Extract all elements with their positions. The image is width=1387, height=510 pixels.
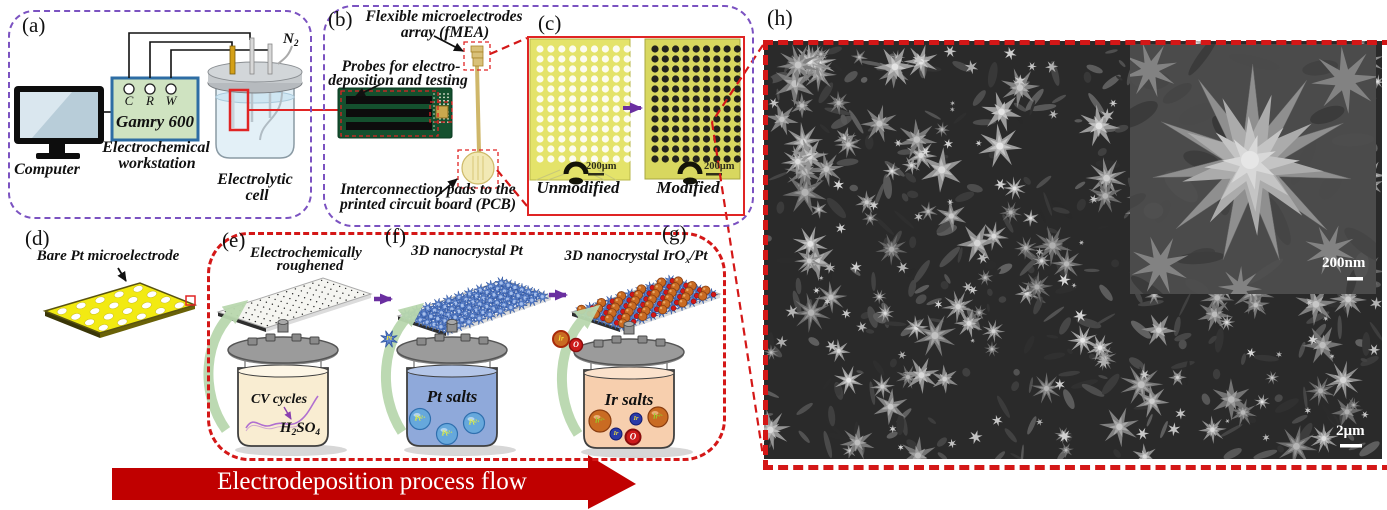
red-dashed-connectors [489,36,765,457]
tag-g: (g) [662,221,687,245]
terminal-c-label: C [124,93,134,108]
panel-a-setup [14,32,342,159]
cell-label-2: cell [245,187,269,204]
bare-electrode-caption: Bare Pt microelectrode [36,248,180,264]
fmea-caption-1: Flexible microelectrodes [365,8,523,25]
workstation-label-2: workstation [118,155,196,172]
nanocrystal-irox-caption: 3D nanocrystal IrOx/Pt [564,248,708,266]
nitrogen-label: N2 [283,31,299,49]
acid-label: H2SO4 [279,420,321,438]
roughened-caption-2: roughened [276,258,344,274]
panel-d-bare-electrode [42,267,198,338]
sem-inset-micrograph [1130,44,1376,294]
nanocrystal-pt-caption: 3D nanocrystal Pt [411,243,523,259]
pads-caption-1: Interconnection pads to the [340,181,516,198]
pt-ion-label: Pt2+ [441,429,453,438]
scale-label-modified: 200µm [704,161,735,172]
panels-efg-process [203,274,722,458]
tag-e: (e) [222,228,246,252]
pt-salts-label: Pt salts [426,387,478,406]
o-atom-label: O [629,431,637,442]
ir-ion-label: Ir3+ [652,412,664,421]
computer-label: Computer [14,161,80,178]
probes-caption-2: deposition and testing [328,72,468,89]
ir-atom-label: Ir [633,416,639,422]
terminal-w-label: W [165,93,177,108]
tag-b: (b) [328,7,353,31]
pads-caption-2: printed circuit board (PCB) [339,196,517,213]
cv-cycles-label: CV cycles [250,392,308,407]
terminal-r-label: R [146,93,154,108]
pt-ion-label: Pt2+ [468,418,480,427]
pt-particle-label: Pt [386,334,392,342]
sem-scale-bars [1340,277,1363,448]
process-flow-label: Electrodeposition process flow [217,468,527,495]
pt-ion-label: Pt2+ [414,414,426,423]
fmea-caption-2: array (fMEA) [400,24,490,41]
tag-d: (d) [25,226,50,250]
modified-label: Modified [656,178,720,197]
inset-scale-label: 200nm [1322,255,1366,271]
tag-h: (h) [767,5,793,30]
workstation-label-1: Electrochemical [102,139,210,156]
tag-a: (a) [22,13,46,37]
panel-c-micrographs [529,38,742,185]
ir-ion-label: Ir3+ [594,416,606,425]
unmodified-label: Unmodified [536,178,620,197]
ir-atom-label: Ir [613,431,619,437]
cell-label-1: Electrolytic [217,171,293,188]
process-flow-arrow [112,455,636,509]
panel-b-fmea [337,35,499,198]
escaping-ir-label: Ir [558,334,564,343]
tag-f: (f) [385,224,406,248]
ir-salts-label: Ir salts [604,390,654,409]
main-scale-label: 2µm [1336,423,1365,439]
tag-c: (c) [538,11,562,35]
probes-caption-1: Probes for electro- [341,58,461,75]
device-label: Gamry 600 [116,112,194,131]
escaping-o-label: O [573,340,579,349]
roughened-caption-1: Electrochemically [250,245,362,261]
scale-label-unmodified: 200µm [586,161,617,172]
